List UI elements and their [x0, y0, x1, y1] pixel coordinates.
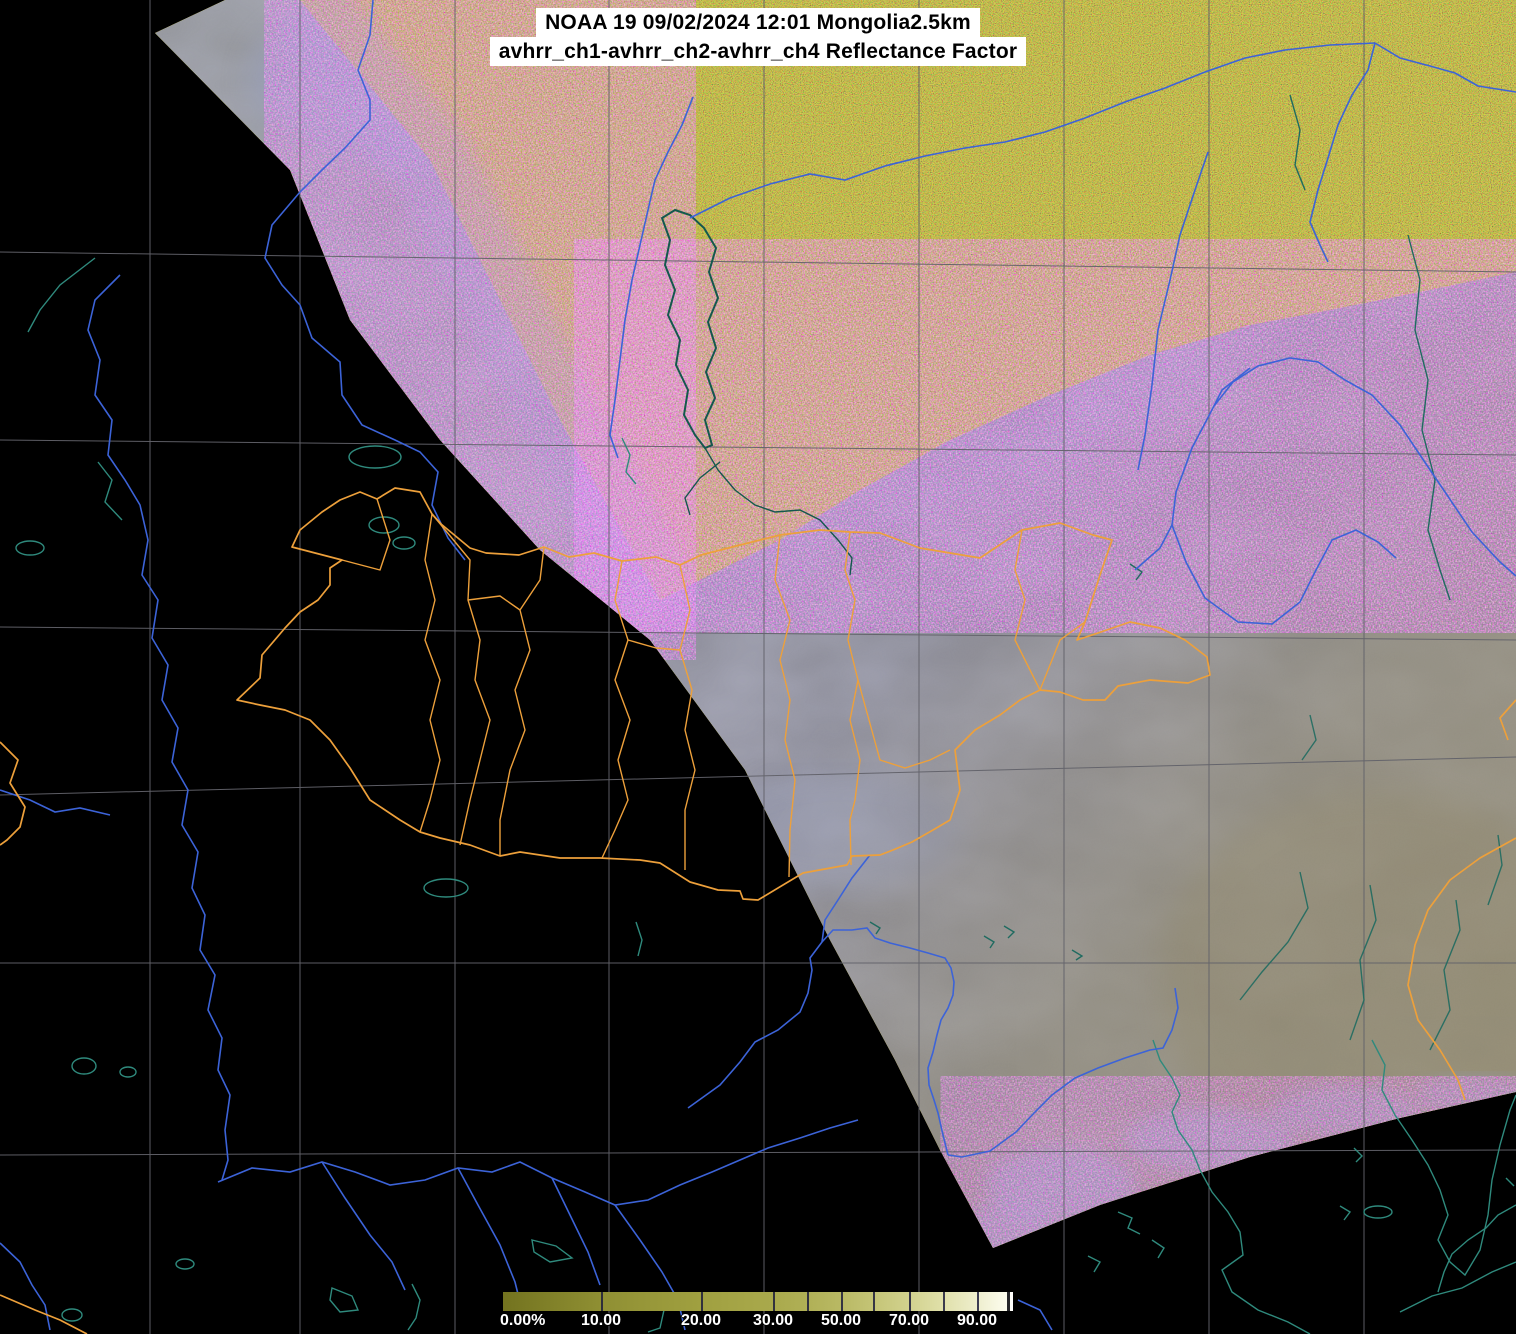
colorbar-label-50: 50.00	[820, 1312, 862, 1329]
colorbar-label-90: 90.00	[956, 1312, 998, 1329]
colorbar-tick-80	[943, 1292, 945, 1311]
country-borders	[0, 487, 1516, 1334]
colorbar-label-70: 70.00	[888, 1312, 930, 1329]
colorbar-label-10: 10.00	[580, 1312, 622, 1329]
colorbar-tick-10	[601, 1292, 603, 1311]
image-title: NOAA 19 09/02/2024 12:01 Mongolia2.5km a…	[0, 8, 1516, 66]
colorbar-gradient	[503, 1292, 1013, 1311]
coast-china-korea-japan	[1087, 1039, 1516, 1334]
colorbar-label-0: 0.00%	[500, 1312, 546, 1329]
colorbar-tick-60	[873, 1292, 875, 1311]
colorbar-tick-40	[807, 1292, 809, 1311]
colorbar-tick-50	[841, 1292, 843, 1311]
title-line1: NOAA 19 09/02/2024 12:01 Mongolia2.5km	[536, 8, 980, 37]
province-borders	[341, 498, 1086, 878]
coastlines-lakes	[15, 94, 1516, 1334]
colorbar-label-30: 30.00	[752, 1312, 794, 1329]
colorbar-tick-30	[773, 1292, 775, 1311]
lake-baikal-outline	[660, 208, 720, 450]
reflectance-colorbar: 0.00% 10.00 20.00 30.00 50.00 70.00 90.00	[500, 1292, 1013, 1334]
title-line2: avhrr_ch1-avhrr_ch2-avhrr_ch4 Reflectanc…	[489, 37, 1027, 66]
colorbar-tick-90	[977, 1292, 979, 1311]
colorbar-tick-70	[909, 1292, 911, 1311]
colorbar-tick-20	[701, 1292, 703, 1311]
colorbar-end-notch	[1007, 1292, 1010, 1311]
mongolia-outline	[236, 487, 1211, 901]
colorbar-label-20: 20.00	[680, 1312, 722, 1329]
